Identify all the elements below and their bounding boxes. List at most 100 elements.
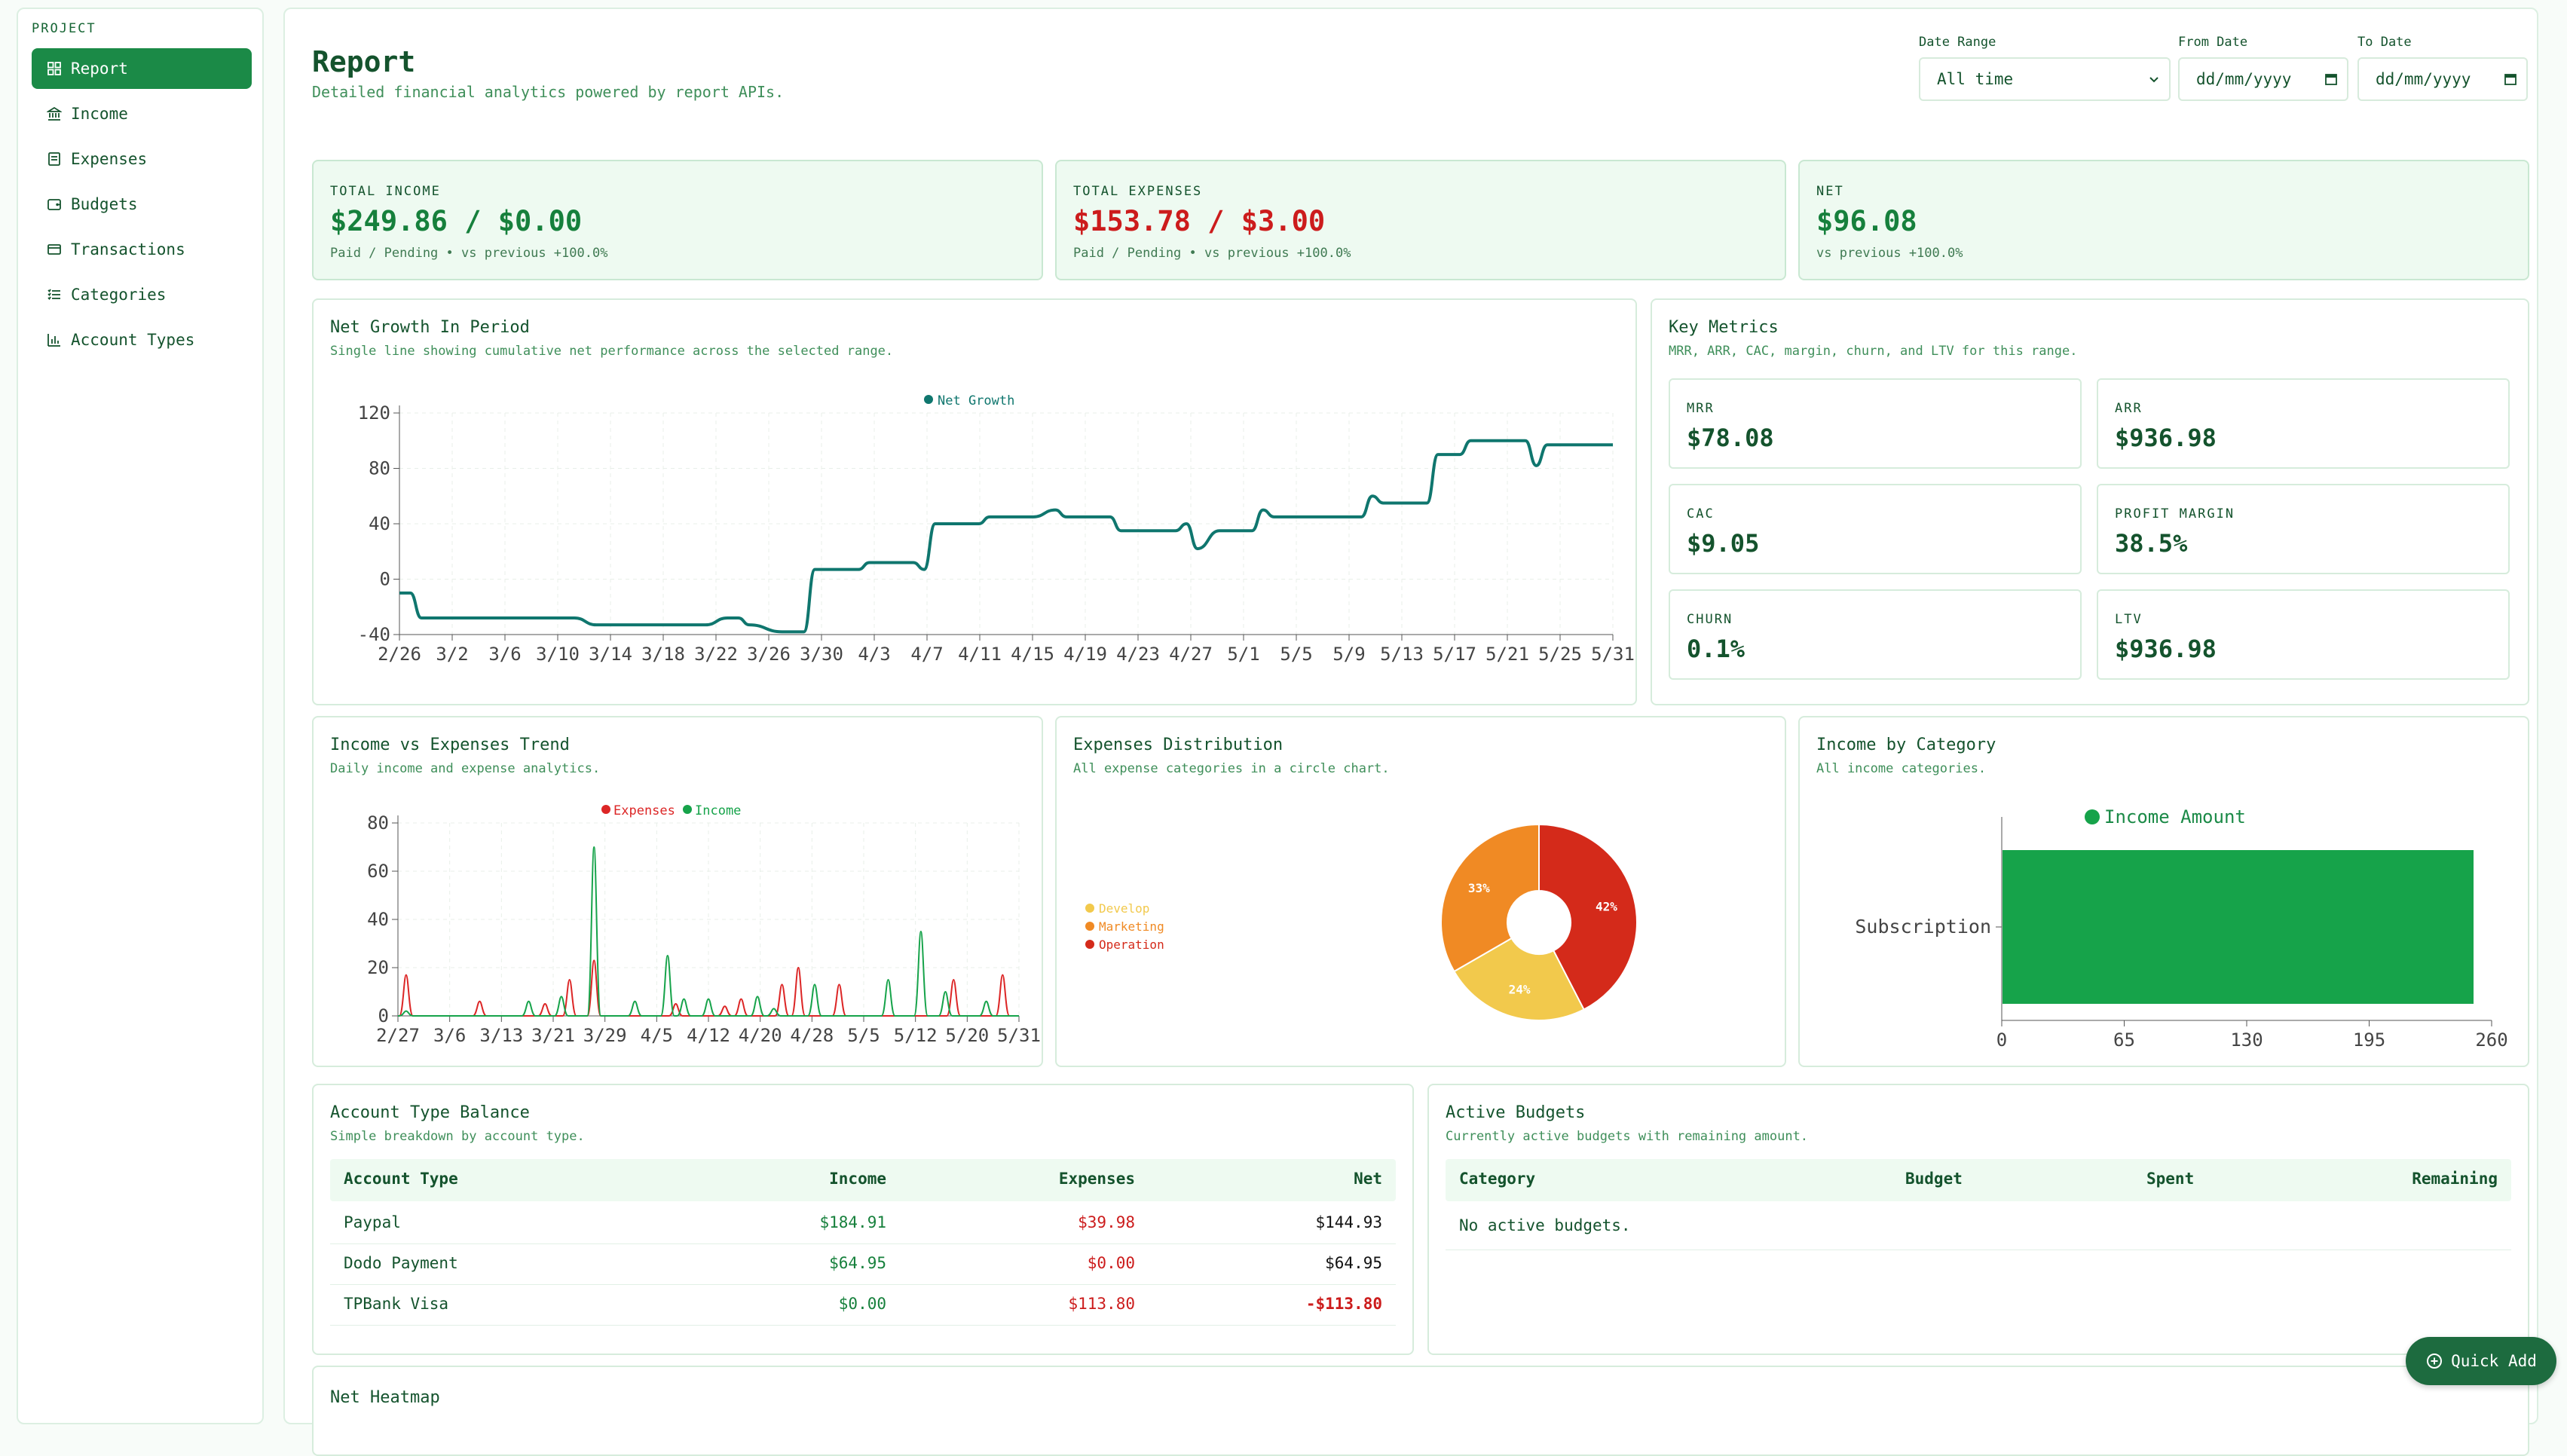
card-subtitle: All income categories. bbox=[1816, 761, 1987, 776]
table-header: Account Type Income Expenses Net bbox=[330, 1159, 1396, 1201]
x-tick-label: 5/20 bbox=[945, 1025, 989, 1046]
sidebar-item-label: Budgets bbox=[71, 195, 138, 213]
x-tick-label: 4/11 bbox=[958, 644, 1002, 665]
to-date-input[interactable]: dd/mm/yyyy bbox=[2357, 57, 2528, 101]
kpi-value: $96.08 bbox=[1816, 205, 1917, 237]
x-tick-label: 4/15 bbox=[1011, 644, 1054, 665]
sidebar-item-account-types[interactable]: Account Types bbox=[32, 320, 252, 360]
metric-cac: CAC $9.05 bbox=[1669, 484, 2082, 574]
x-tick-label: 5/13 bbox=[1380, 644, 1424, 665]
date-range-select[interactable]: All time bbox=[1919, 57, 2171, 101]
kpi-meta: Paid / Pending • vs previous +100.0% bbox=[330, 246, 608, 261]
page-subtitle: Detailed financial analytics powered by … bbox=[312, 83, 785, 101]
y-tick-label: Subscription bbox=[1855, 916, 1991, 938]
list-icon bbox=[47, 289, 60, 300]
y-tick-label: 80 bbox=[369, 458, 390, 479]
metric-value: 38.5% bbox=[2115, 529, 2188, 558]
metric-label: MRR bbox=[1687, 401, 1715, 416]
legend-marker bbox=[683, 805, 692, 814]
x-tick-label: 5/1 bbox=[1227, 644, 1259, 665]
legend-marker bbox=[601, 805, 610, 814]
x-tick-label: 130 bbox=[2230, 1029, 2263, 1051]
kpi-net: NET $96.08 vs previous +100.0% bbox=[1798, 160, 2529, 280]
bank-icon bbox=[47, 106, 62, 121]
x-tick-label: 5/5 bbox=[847, 1025, 880, 1046]
card-title: Key Metrics bbox=[1669, 318, 1779, 337]
kpi-meta: Paid / Pending • vs previous +100.0% bbox=[1073, 246, 1351, 261]
sidebar-item-report[interactable]: Report bbox=[32, 48, 252, 89]
quick-add-button[interactable]: Quick Add bbox=[2406, 1337, 2556, 1385]
account-net: $144.93 bbox=[1315, 1213, 1382, 1231]
sidebar-section-label: PROJECT bbox=[32, 21, 96, 36]
x-tick-label: 4/3 bbox=[858, 644, 890, 665]
bar-chart-icon bbox=[47, 334, 60, 347]
x-tick-label: 4/12 bbox=[687, 1025, 730, 1046]
net-heatmap-card: Net Heatmap bbox=[312, 1366, 2529, 1456]
card-title: Income vs Expenses Trend bbox=[330, 736, 570, 754]
net-growth-chart: -40 0 40 80 120 2/26 3/2 3/6 3/10 3/14 3/18 3/22 3/2… bbox=[358, 393, 1635, 665]
card-subtitle: Currently active budgets with remaining … bbox=[1446, 1129, 1809, 1144]
card-title: Net Growth In Period bbox=[330, 318, 530, 337]
column-header: Category bbox=[1459, 1170, 1536, 1188]
calendar-icon[interactable] bbox=[2324, 72, 2338, 86]
from-date-placeholder: dd/mm/yyyy bbox=[2196, 70, 2292, 88]
account-expenses: $113.80 bbox=[1068, 1295, 1135, 1313]
legend-label: Marketing bbox=[1099, 919, 1164, 934]
calendar-icon[interactable] bbox=[2504, 72, 2517, 86]
card-subtitle: All expense categories in a circle chart… bbox=[1073, 761, 1390, 776]
legend-label: Income Amount bbox=[2104, 806, 2246, 827]
trend-chart: 0 20 40 60 80 2/27 3/6 3/13 3/21 3/29 4/5 4/12 4/20 4… bbox=[367, 803, 1041, 1046]
account-income: $0.00 bbox=[838, 1295, 886, 1313]
legend-marker bbox=[1085, 922, 1094, 931]
account-name: Dodo Payment bbox=[344, 1254, 458, 1272]
pie-slice-operation bbox=[1538, 823, 1638, 1011]
x-tick-label: 4/7 bbox=[910, 644, 943, 665]
trend-card: Income vs Expenses Trend Daily income an… bbox=[312, 716, 1043, 1067]
legend-marker bbox=[924, 395, 933, 404]
income-category-card: Income by Category All income categories… bbox=[1798, 716, 2529, 1067]
metric-profit-margin: PROFIT MARGIN 38.5% bbox=[2097, 484, 2510, 574]
x-tick-label: 3/18 bbox=[641, 644, 685, 665]
y-tick-label: 80 bbox=[367, 812, 389, 834]
legend-label: Develop bbox=[1099, 901, 1149, 916]
dashboard-icon bbox=[47, 62, 61, 75]
plus-circle-icon bbox=[2427, 1354, 2443, 1369]
metric-label: ARR bbox=[2115, 401, 2143, 416]
metric-value: $9.05 bbox=[1687, 529, 1760, 558]
to-date-label: To Date bbox=[2357, 35, 2412, 50]
x-tick-label: 5/5 bbox=[1280, 644, 1312, 665]
metric-label: LTV bbox=[2115, 612, 2143, 627]
x-tick-label: 4/28 bbox=[790, 1025, 834, 1046]
key-metrics-card: Key Metrics MRR, ARR, CAC, margin, churn… bbox=[1651, 298, 2529, 705]
sidebar-item-label: Expenses bbox=[71, 150, 148, 168]
kpi-value: $249.86 / $0.00 bbox=[330, 205, 583, 237]
y-tick-label: 20 bbox=[367, 957, 389, 978]
sidebar-item-label: Report bbox=[71, 60, 128, 78]
legend-label: Operation bbox=[1099, 938, 1164, 952]
x-tick-label: 260 bbox=[2475, 1029, 2507, 1051]
y-tick-label: 60 bbox=[367, 861, 389, 882]
x-tick-label: 3/29 bbox=[583, 1025, 627, 1046]
sidebar: PROJECT Report Income Expenses Budgets T… bbox=[17, 8, 264, 1424]
pie-data-label: 33% bbox=[1468, 881, 1490, 895]
sidebar-nav: Report Income Expenses Budgets Transacti… bbox=[32, 48, 252, 365]
from-date-input[interactable]: dd/mm/yyyy bbox=[2178, 57, 2348, 101]
account-balance-card: Account Type Balance Simple breakdown by… bbox=[312, 1084, 1414, 1355]
sidebar-item-categories[interactable]: Categories bbox=[32, 274, 252, 315]
sidebar-item-expenses[interactable]: Expenses bbox=[32, 139, 252, 179]
table-row: TPBank Visa $0.00 $113.80 -$113.80 bbox=[330, 1284, 1396, 1326]
legend-marker bbox=[1085, 904, 1094, 913]
sidebar-item-transactions[interactable]: Transactions bbox=[32, 229, 252, 270]
sidebar-item-label: Categories bbox=[71, 286, 167, 304]
x-tick-label: 3/2 bbox=[436, 644, 468, 665]
metric-value: $936.98 bbox=[2115, 424, 2217, 452]
column-header: Remaining bbox=[2412, 1170, 2498, 1188]
x-tick-label: 3/22 bbox=[694, 644, 738, 665]
to-date-placeholder: dd/mm/yyyy bbox=[2376, 70, 2471, 88]
from-date-label: From Date bbox=[2178, 35, 2248, 50]
card-title: Expenses Distribution bbox=[1073, 736, 1284, 754]
sidebar-item-budgets[interactable]: Budgets bbox=[32, 184, 252, 225]
x-tick-label: 2/26 bbox=[378, 644, 421, 665]
sidebar-item-income[interactable]: Income bbox=[32, 93, 252, 134]
date-range-value: All time bbox=[1937, 70, 2014, 88]
